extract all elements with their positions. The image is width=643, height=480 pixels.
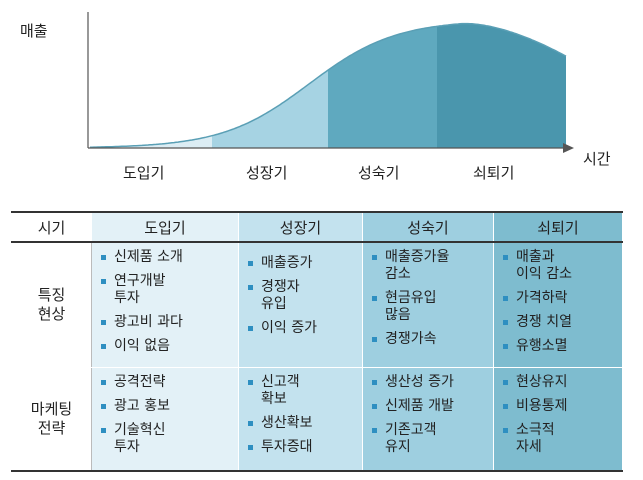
stage-label-introduction: 도입기 bbox=[123, 164, 164, 182]
list-item: 광고 홍보 bbox=[98, 398, 234, 415]
cell-strategy-decline: 현상유지 비용통제 소극적 자세 bbox=[493, 367, 623, 472]
cell-characteristics-introduction: 신제품 소개 연구개발 투자 광고비 과다 이익 없음 bbox=[91, 241, 239, 368]
header-period: 시기 bbox=[11, 211, 92, 243]
x-axis-label: 시간 bbox=[583, 150, 611, 168]
list-item: 연구개발 투자 bbox=[98, 273, 234, 307]
stage-label-maturity: 성숙기 bbox=[358, 164, 399, 182]
list-item: 경쟁자 유입 bbox=[245, 279, 358, 313]
product-life-cycle-curve: 매출 시간 도입기 성장기 성숙기 쇠퇴기 bbox=[20, 12, 611, 182]
list-item: 투자증대 bbox=[245, 439, 358, 456]
list-item: 매출증가 bbox=[245, 255, 358, 272]
list-item: 매출과 이익 감소 bbox=[500, 249, 618, 283]
list-item: 신제품 소개 bbox=[98, 249, 234, 266]
list-item: 기존고객 유지 bbox=[369, 422, 489, 456]
growth-stage-area bbox=[212, 70, 328, 148]
list-item: 신제품 개발 bbox=[369, 398, 489, 415]
table-row: 특징 현상 신제품 소개 연구개발 투자 광고비 과다 이익 없음 매출증가 경… bbox=[11, 241, 623, 368]
list-item: 생산성 증가 bbox=[369, 374, 489, 391]
list-item: 생산확보 bbox=[245, 415, 358, 432]
header-decline: 쇠퇴기 bbox=[493, 211, 623, 243]
decline-stage-area bbox=[437, 23, 566, 149]
sales-curve-line bbox=[90, 22, 567, 148]
cell-characteristics-maturity: 매출증가율 감소 현금유입 많음 경쟁가속 bbox=[362, 241, 494, 368]
list-item: 매출증가율 감소 bbox=[369, 249, 489, 283]
row-label-characteristics: 특징 현상 bbox=[11, 241, 92, 368]
introduction-stage-area bbox=[90, 135, 212, 148]
life-cycle-stage-table: 시기 도입기 성장기 성숙기 쇠퇴기 특징 현상 신제품 소개 연구개발 투자 … bbox=[11, 211, 623, 472]
list-item: 경쟁 치열 bbox=[500, 314, 618, 331]
header-introduction: 도입기 bbox=[91, 211, 239, 243]
cell-characteristics-decline: 매출과 이익 감소 가격하락 경쟁 치열 유행소멸 bbox=[493, 241, 623, 368]
list-item: 가격하락 bbox=[500, 290, 618, 307]
cell-strategy-introduction: 공격전략 광고 홍보 기술혁신 투자 bbox=[91, 367, 239, 472]
table-header-row: 시기 도입기 성장기 성숙기 쇠퇴기 bbox=[11, 211, 623, 243]
header-maturity: 성숙기 bbox=[362, 211, 494, 243]
table-row: 마케팅 전략 공격전략 광고 홍보 기술혁신 투자 신고객 확보 생산확보 투자… bbox=[11, 367, 623, 472]
list-item: 현금유입 많음 bbox=[369, 290, 489, 324]
row-label-marketing-strategy: 마케팅 전략 bbox=[11, 367, 92, 472]
list-item: 비용통제 bbox=[500, 398, 618, 415]
cell-characteristics-growth: 매출증가 경쟁자 유입 이익 증가 bbox=[238, 241, 363, 368]
maturity-stage-area bbox=[328, 26, 437, 148]
cell-strategy-growth: 신고객 확보 생산확보 투자증대 bbox=[238, 367, 363, 472]
x-axis-arrow-icon bbox=[563, 143, 574, 153]
list-item: 이익 없음 bbox=[98, 338, 234, 355]
list-item: 신고객 확보 bbox=[245, 374, 358, 408]
list-item: 광고비 과다 bbox=[98, 314, 234, 331]
y-axis-label: 매출 bbox=[20, 22, 48, 40]
list-item: 경쟁가속 bbox=[369, 331, 489, 348]
stage-label-decline: 쇠퇴기 bbox=[473, 164, 514, 182]
cell-strategy-maturity: 생산성 증가 신제품 개발 기존고객 유지 bbox=[362, 367, 494, 472]
list-item: 이익 증가 bbox=[245, 320, 358, 337]
list-item: 소극적 자세 bbox=[500, 422, 618, 456]
list-item: 현상유지 bbox=[500, 374, 618, 391]
stage-label-growth: 성장기 bbox=[246, 164, 287, 182]
list-item: 공격전략 bbox=[98, 374, 234, 391]
list-item: 기술혁신 투자 bbox=[98, 422, 234, 456]
list-item: 유행소멸 bbox=[500, 338, 618, 355]
header-growth: 성장기 bbox=[238, 211, 363, 243]
